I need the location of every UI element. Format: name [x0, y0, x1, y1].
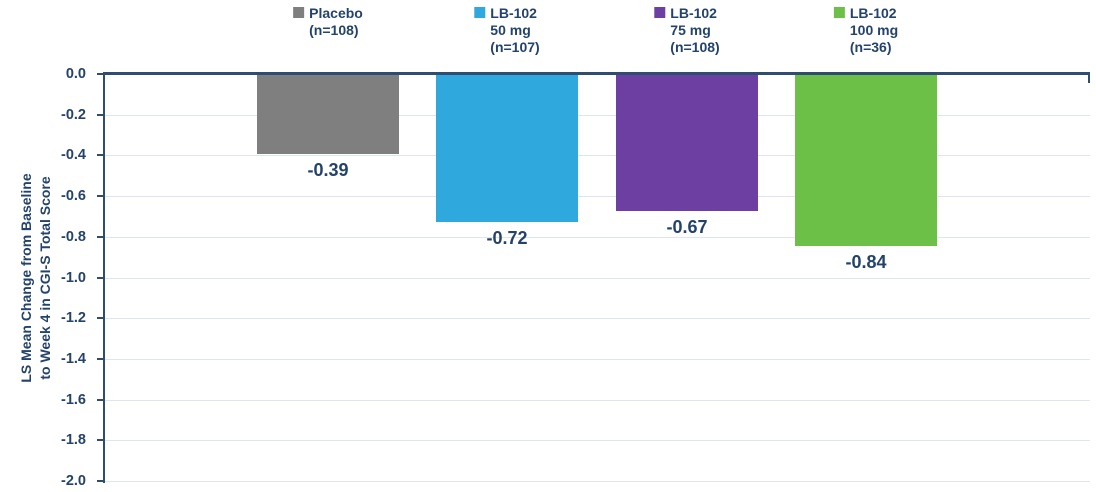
y-axis-line: [103, 73, 105, 483]
gridline: [105, 115, 1090, 116]
gridline: [105, 481, 1090, 482]
y-tick-label: -0.8: [61, 229, 86, 245]
gridline: [105, 278, 1090, 279]
gridline: [105, 155, 1090, 156]
y-tick-label: -0.4: [61, 147, 86, 163]
legend-swatch-icon: [474, 7, 486, 18]
legend-line: LB-102: [474, 5, 539, 22]
y-tick-label: 0.0: [65, 66, 86, 82]
gridline: [105, 196, 1090, 197]
y-axis-tick: [97, 154, 104, 156]
y-tick-label: -0.6: [61, 188, 86, 204]
bar-lb-102-100-mg-n-36-: [795, 75, 937, 246]
y-axis-tick: [97, 114, 104, 116]
y-axis-tick: [97, 480, 104, 482]
y-tick-label: -0.2: [61, 107, 86, 123]
legend-item: LB-102 50 mg (n=107): [474, 5, 540, 56]
y-axis-tick: [97, 277, 104, 279]
y-tick-label: -1.6: [61, 392, 86, 408]
gridline: [105, 359, 1090, 360]
legend-line: LB-102: [833, 5, 898, 22]
legend-label: Placebo: [309, 5, 363, 21]
y-tick-label: -1.2: [61, 310, 86, 326]
legend-line: Placebo: [293, 5, 363, 22]
legend-line: (n=108): [670, 39, 720, 55]
legend-line: 50 mg: [490, 22, 531, 38]
bar-placebo-n-108-: [257, 75, 399, 154]
gridline: [105, 400, 1090, 401]
legend-line: (n=108): [309, 22, 359, 38]
legend-swatch-icon: [293, 7, 305, 18]
y-axis-tick: [97, 358, 104, 360]
legend-line: 75 mg: [670, 22, 711, 38]
legend-item: Placebo (n=108): [293, 5, 363, 39]
y-tick-label: -1.8: [61, 432, 86, 448]
legend-line: 100 mg: [849, 22, 899, 38]
bar-lb-102-50-mg-n-107-: [436, 75, 578, 222]
legend-item: LB-102 100 mg (n=36): [833, 5, 899, 56]
y-tick-label: -1.4: [61, 351, 86, 367]
gridline: [105, 237, 1090, 238]
gridline: [105, 318, 1090, 319]
x-axis-zero-line: [103, 72, 1090, 75]
legend-swatch-icon: [833, 7, 845, 18]
bar-value-label: -0.39: [307, 160, 349, 180]
legend-label: LB-102: [849, 5, 897, 21]
y-axis-tick: [97, 73, 104, 75]
legend-label: LB-102: [490, 5, 537, 21]
legend-line: (n=107): [490, 39, 540, 55]
bar-value-label: -0.72: [486, 228, 528, 248]
bar-value-label: -0.67: [666, 217, 708, 237]
y-axis-tick: [97, 317, 104, 319]
y-axis-tick: [97, 236, 104, 238]
x-axis-end-tick: [1088, 74, 1090, 83]
bar-lb-102-75-mg-n-108-: [616, 75, 758, 211]
y-tick-label: -1.0: [61, 270, 86, 286]
legend-label: LB-102: [670, 5, 717, 21]
legend-item: LB-102 75 mg (n=108): [654, 5, 720, 56]
bar-value-label: -0.84: [845, 252, 887, 272]
legend-line: (n=36): [849, 39, 892, 55]
y-tick-label: -2.0: [61, 473, 86, 489]
legend-line: LB-102: [654, 5, 719, 22]
y-axis-tick: [97, 195, 104, 197]
y-axis-tick: [97, 439, 104, 441]
gridline: [105, 440, 1090, 441]
y-axis-tick: [97, 399, 104, 401]
legend-swatch-icon: [654, 7, 666, 18]
